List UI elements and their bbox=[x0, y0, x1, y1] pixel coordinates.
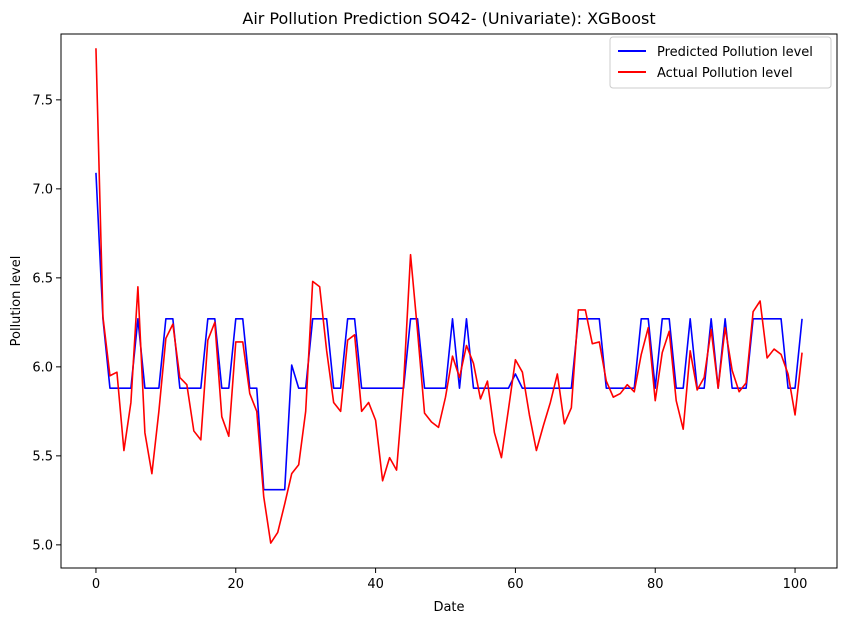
chart-title: Air Pollution Prediction SO42- (Univaria… bbox=[242, 9, 655, 28]
predicted-series-line bbox=[95, 172, 803, 491]
x-tick-label: 80 bbox=[647, 577, 664, 592]
y-axis-ticks: 5.0 5.5 6.0 6.5 7.0 7.5 bbox=[32, 93, 61, 553]
y-tick-label: 7.0 bbox=[32, 182, 53, 197]
legend: Predicted Pollution level Actual Polluti… bbox=[609, 36, 832, 89]
y-axis-label: Pollution level bbox=[9, 256, 24, 347]
x-tick-label: 40 bbox=[367, 577, 384, 592]
actual-series-line bbox=[95, 48, 803, 544]
legend-box bbox=[609, 36, 832, 89]
y-tick-label: 6.0 bbox=[32, 360, 53, 375]
legend-label-predicted: Predicted Pollution level bbox=[657, 45, 813, 60]
y-tick-label: 6.5 bbox=[32, 271, 53, 286]
x-axis-ticks: 0 20 40 60 80 100 bbox=[92, 568, 808, 592]
x-tick-label: 60 bbox=[507, 577, 524, 592]
x-tick-label: 20 bbox=[228, 577, 245, 592]
y-tick-label: 7.5 bbox=[32, 93, 53, 108]
x-tick-label: 100 bbox=[783, 577, 808, 592]
y-tick-label: 5.5 bbox=[32, 449, 53, 464]
y-tick-label: 5.0 bbox=[32, 538, 53, 553]
series-lines bbox=[95, 48, 803, 544]
legend-label-actual: Actual Pollution level bbox=[657, 66, 793, 81]
plot-area bbox=[60, 33, 838, 569]
x-axis-label: Date bbox=[433, 600, 464, 615]
x-tick-label: 0 bbox=[92, 577, 100, 592]
